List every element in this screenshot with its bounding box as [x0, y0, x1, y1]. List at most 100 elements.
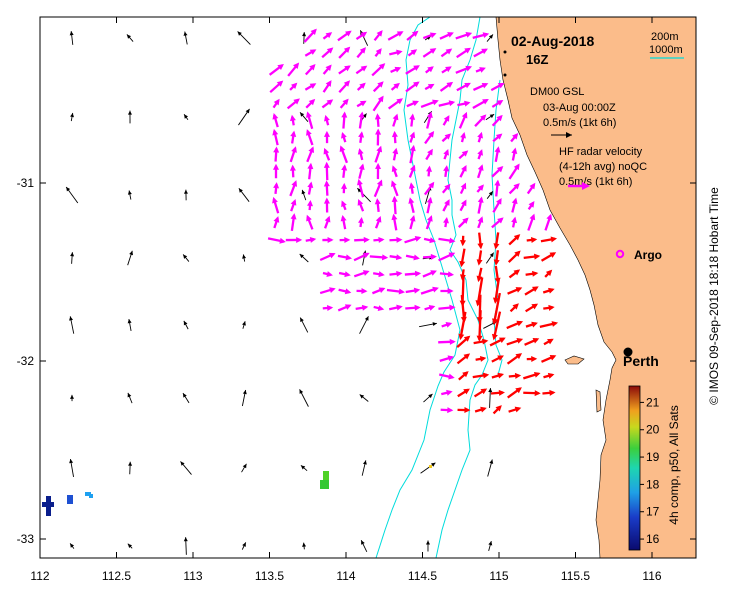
- radar-arrow: [440, 407, 454, 414]
- radar-arrow: [373, 236, 385, 243]
- model-arrow: [70, 252, 75, 264]
- lon-tick-label: 115: [489, 569, 508, 583]
- radar-arrow: [474, 406, 487, 413]
- radar-arrow: [355, 304, 369, 311]
- model-arrow: [360, 540, 368, 552]
- radar-arrow: [476, 250, 483, 266]
- lon-tick-label: 113: [183, 569, 202, 583]
- radar-arrow: [543, 338, 554, 346]
- coastal-rock: [503, 73, 507, 77]
- lon-tick-label: 114: [336, 569, 355, 583]
- radar-arrow: [358, 111, 365, 129]
- radar-arrow: [305, 236, 317, 243]
- radar-arrow: [457, 388, 470, 398]
- map-time: 16Z: [526, 52, 548, 67]
- radar-arrow: [439, 32, 454, 40]
- model-arrow: [488, 388, 493, 408]
- model-arrow: [302, 542, 307, 550]
- sst-pixels: [42, 465, 432, 516]
- model-arrow: [241, 542, 247, 550]
- radar-arrow: [286, 98, 300, 110]
- radar-arrow: [287, 62, 300, 77]
- radar-arrow: [357, 148, 364, 161]
- model-arrow: [241, 463, 247, 473]
- radar-arrow: [524, 338, 540, 346]
- radar-arrow: [356, 47, 366, 59]
- radar-arrow: [507, 387, 522, 399]
- radar-arrow: [457, 100, 471, 107]
- radar-arrow: [491, 311, 502, 341]
- radar-arrow: [439, 81, 454, 92]
- credit-text: © IMOS 09-Sep-2018 18:18 Hobart Time: [707, 187, 721, 405]
- radar-arrow: [406, 100, 419, 108]
- radar-arrow: [508, 406, 522, 413]
- radar-arrow: [540, 236, 558, 243]
- radar-arrow: [338, 271, 351, 278]
- radar-arrow: [356, 288, 368, 295]
- radar-arrow: [491, 292, 501, 325]
- sst-colorbar-tick-label: 19: [646, 450, 660, 464]
- radar-arrow: [425, 215, 433, 230]
- model-arrow: [183, 114, 189, 120]
- radar-arrow: [542, 287, 555, 294]
- radar-arrow: [420, 99, 439, 108]
- radar-arrow: [541, 355, 557, 363]
- radar-arrow: [357, 199, 365, 212]
- radar-arrow: [372, 271, 385, 278]
- radar-arrow: [426, 196, 433, 214]
- radar-arrow: [441, 66, 452, 74]
- radar-arrow: [322, 271, 333, 277]
- radar-legend-subtitle: (4-12h avg) noQC: [559, 161, 647, 173]
- radar-arrow: [459, 165, 467, 178]
- radar-arrow: [440, 288, 454, 295]
- sst-colorbar-tick-label: 16: [646, 532, 660, 546]
- radar-arrow: [476, 184, 484, 193]
- model-arrow: [69, 316, 75, 334]
- model-legend-scale: 0.5m/s (1kt 6h): [543, 117, 616, 129]
- radar-arrow: [305, 98, 316, 109]
- radar-arrow: [491, 355, 504, 363]
- radar-arrow: [477, 232, 484, 250]
- contour-1000m: [375, 17, 461, 558]
- radar-arrow: [322, 64, 332, 75]
- model-arrow: [128, 461, 133, 475]
- model-arrow: [126, 34, 134, 42]
- radar-arrow: [493, 250, 500, 266]
- radar-arrow: [540, 252, 557, 262]
- model-legend-name: DM00 GSL: [530, 86, 584, 98]
- radar-arrow: [425, 66, 434, 74]
- radar-arrow: [423, 237, 436, 244]
- model-arrow: [359, 316, 369, 334]
- radar-arrow: [389, 49, 403, 56]
- radar-arrow: [306, 111, 314, 130]
- radar-arrow: [477, 216, 484, 229]
- radar-arrow: [456, 82, 471, 92]
- radar-arrow: [422, 270, 437, 278]
- radar-arrow: [525, 303, 539, 313]
- radar-arrow: [476, 310, 483, 342]
- model-arrow: [127, 543, 133, 549]
- radar-arrow: [373, 179, 383, 198]
- model-arrow: [182, 392, 190, 404]
- radar-arrow: [508, 183, 520, 195]
- radar-arrow: [422, 32, 437, 40]
- model-arrow: [299, 253, 309, 263]
- radar-arrow: [511, 147, 518, 161]
- sst-pixel: [67, 495, 73, 504]
- radar-arrow: [459, 235, 466, 247]
- radar-arrow: [323, 180, 330, 196]
- radar-arrow: [338, 288, 352, 295]
- radar-arrow: [457, 407, 471, 414]
- radar-arrow: [492, 133, 503, 143]
- radar-arrow: [438, 304, 456, 311]
- radar-arrow: [322, 32, 333, 40]
- sst-colorbar-tick-label: 20: [646, 423, 660, 437]
- radar-arrow: [491, 372, 505, 379]
- radar-arrow: [391, 213, 398, 231]
- radar-arrow: [408, 164, 416, 178]
- radar-arrow: [337, 254, 352, 261]
- model-arrow: [301, 189, 307, 201]
- radar-arrow: [426, 165, 433, 177]
- radar-arrow: [290, 130, 297, 144]
- model-legend-arrow: [551, 132, 572, 138]
